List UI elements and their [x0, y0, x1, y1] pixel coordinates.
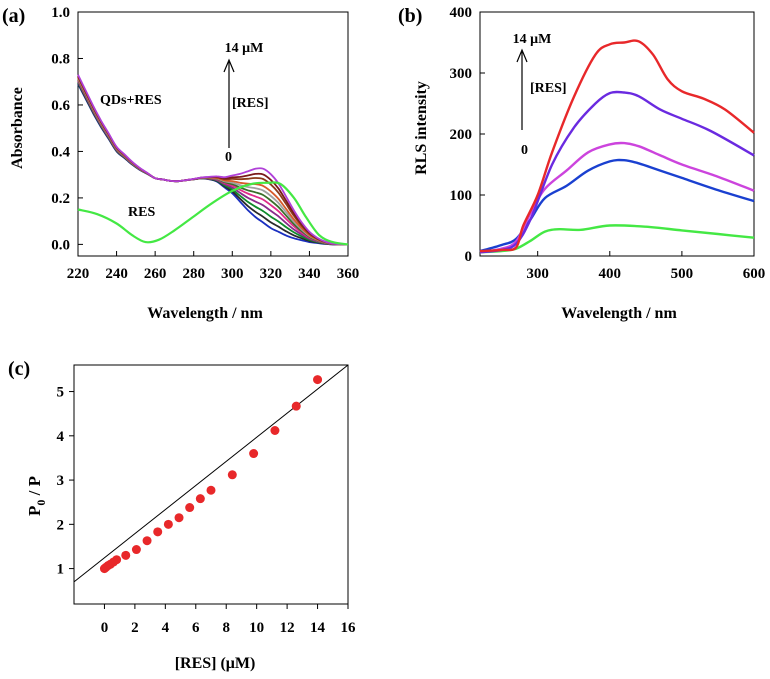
panel-c-frame	[73, 364, 349, 605]
panel-b-series-line	[479, 141, 755, 254]
panel-a-xtick-label: 360	[337, 266, 360, 282]
panel-c-data-point	[163, 519, 173, 529]
panel-c-ylabel-sub: 0	[34, 500, 48, 506]
panel-a-ytick-label: 0.4	[51, 144, 70, 160]
panel-a-xtick-label: 320	[260, 266, 283, 282]
panel-c-ytick-label: 1	[57, 562, 65, 578]
panel-a-frame	[77, 11, 349, 257]
panel-b-xtick-label: 400	[599, 266, 622, 282]
panel-b-ytick-label: 300	[450, 66, 473, 82]
panel-b-xtick-label: 300	[526, 266, 549, 282]
panel-b-arrowhead	[516, 48, 528, 63]
panel-b-ytick-label: 400	[450, 5, 473, 21]
panel-c-xlabel: [RES] (μM)	[175, 655, 256, 672]
panel-c-label: (c)	[8, 358, 30, 380]
panel-a-anno-bottom: 0	[225, 150, 232, 165]
panel-c-xtick-label: 8	[222, 620, 230, 636]
panel-c-ytick-label: 2	[57, 517, 65, 533]
panel-c-data-point	[249, 449, 259, 459]
panel-c-ylabel: P0 / P	[25, 476, 48, 516]
panel-b-xlabel: Wavelength / nm	[561, 305, 677, 322]
panel-c-data-point	[174, 513, 184, 523]
panel-c-data-point	[195, 494, 205, 504]
panel-a-ytick-label: 0.8	[51, 51, 70, 67]
panel-a-xtick-label: 300	[221, 266, 244, 282]
panel-c-xtick-label: 10	[249, 620, 264, 636]
panel-a-arrowhead	[223, 58, 235, 73]
panel-c-data-point	[121, 550, 131, 560]
panel-a-res-line	[77, 181, 349, 246]
panel-c-data-point	[142, 536, 152, 546]
panel-b-anno-middle: [RES]	[530, 81, 567, 96]
panel-a: (a) 220 240 260 280 300 320 340 360 0.0 0.2 0.4 0.6…	[2, 5, 359, 322]
panel-c-data-point	[270, 426, 280, 436]
panel-a-series-line	[77, 74, 349, 246]
panel-a-anno-middle: [RES]	[232, 96, 269, 111]
panel-c-data-point	[153, 527, 163, 537]
svg-text:P0 / P: P0 / P	[25, 476, 48, 516]
panel-b-ytick-label: 200	[450, 127, 473, 143]
panel-b-xtick-label: 600	[743, 266, 766, 282]
panel-b-ytick-label: 0	[465, 249, 473, 265]
panel-c-ylabel-rest: / P	[25, 476, 44, 500]
panel-a-xlabel: Wavelength / nm	[147, 305, 263, 322]
panel-b: (b) 300 400 500 600 0 100 200 300 400 Wavelength…	[398, 5, 765, 322]
panel-a-ytick-label: 0.0	[51, 237, 70, 253]
panel-a-xtick-label: 280	[182, 266, 205, 282]
panel-c-xtick-label: 4	[162, 620, 170, 636]
panel-c-data-point	[227, 470, 237, 480]
panel-c-data-point	[112, 555, 122, 565]
panel-b-series-line	[479, 39, 755, 253]
panel-a-anno-top: 14 μM	[225, 41, 264, 56]
panel-b-ytick-label: 100	[450, 188, 473, 204]
panel-b-anno-bottom: 0	[521, 143, 528, 158]
panel-c-fit-line	[73, 364, 349, 583]
panel-c-data-point	[131, 545, 141, 555]
panel-a-res-label: RES	[128, 205, 155, 220]
panel-c-ytick-label: 3	[57, 473, 65, 489]
panel-c-ytick-label: 4	[57, 429, 65, 445]
panel-b-xtick-label: 500	[671, 266, 694, 282]
panel-c-xtick-label: 6	[192, 620, 200, 636]
panel-a-label: (a)	[2, 5, 25, 27]
panel-a-xtick-label: 260	[144, 266, 167, 282]
panel-a-ylabel: Absorbance	[9, 87, 26, 169]
panel-a-xtick-label: 240	[105, 266, 128, 282]
panel-c-xtick-label: 12	[280, 620, 295, 636]
panel-c-data-point	[313, 375, 323, 385]
panel-c-data-point	[185, 503, 195, 513]
panel-c-data-point	[206, 485, 216, 495]
panel-a-xtick-label: 340	[298, 266, 321, 282]
panel-a-qds-label: QDs+RES	[100, 93, 162, 108]
panel-c-xtick-label: 2	[131, 620, 139, 636]
panel-b-anno-top: 14 μM	[513, 32, 552, 47]
panel-c-xtick-label: 16	[341, 620, 357, 636]
panel-b-ylabel: RLS intensity	[413, 81, 430, 175]
panel-b-frame	[479, 11, 755, 257]
panel-c-xtick-label: 14	[310, 620, 326, 636]
panel-a-xtick-label: 220	[67, 266, 90, 282]
panel-a-ytick-label: 1.0	[51, 5, 70, 21]
panel-b-label: (b)	[398, 5, 422, 27]
panel-c-ylabel-main: P	[25, 506, 44, 516]
panel-c-xtick-label: 0	[101, 620, 109, 636]
panel-a-ytick-label: 0.2	[51, 191, 70, 207]
panel-c-ytick-label: 5	[57, 385, 65, 401]
panel-c-data-point	[291, 401, 301, 411]
panel-a-ytick-label: 0.6	[51, 98, 70, 114]
